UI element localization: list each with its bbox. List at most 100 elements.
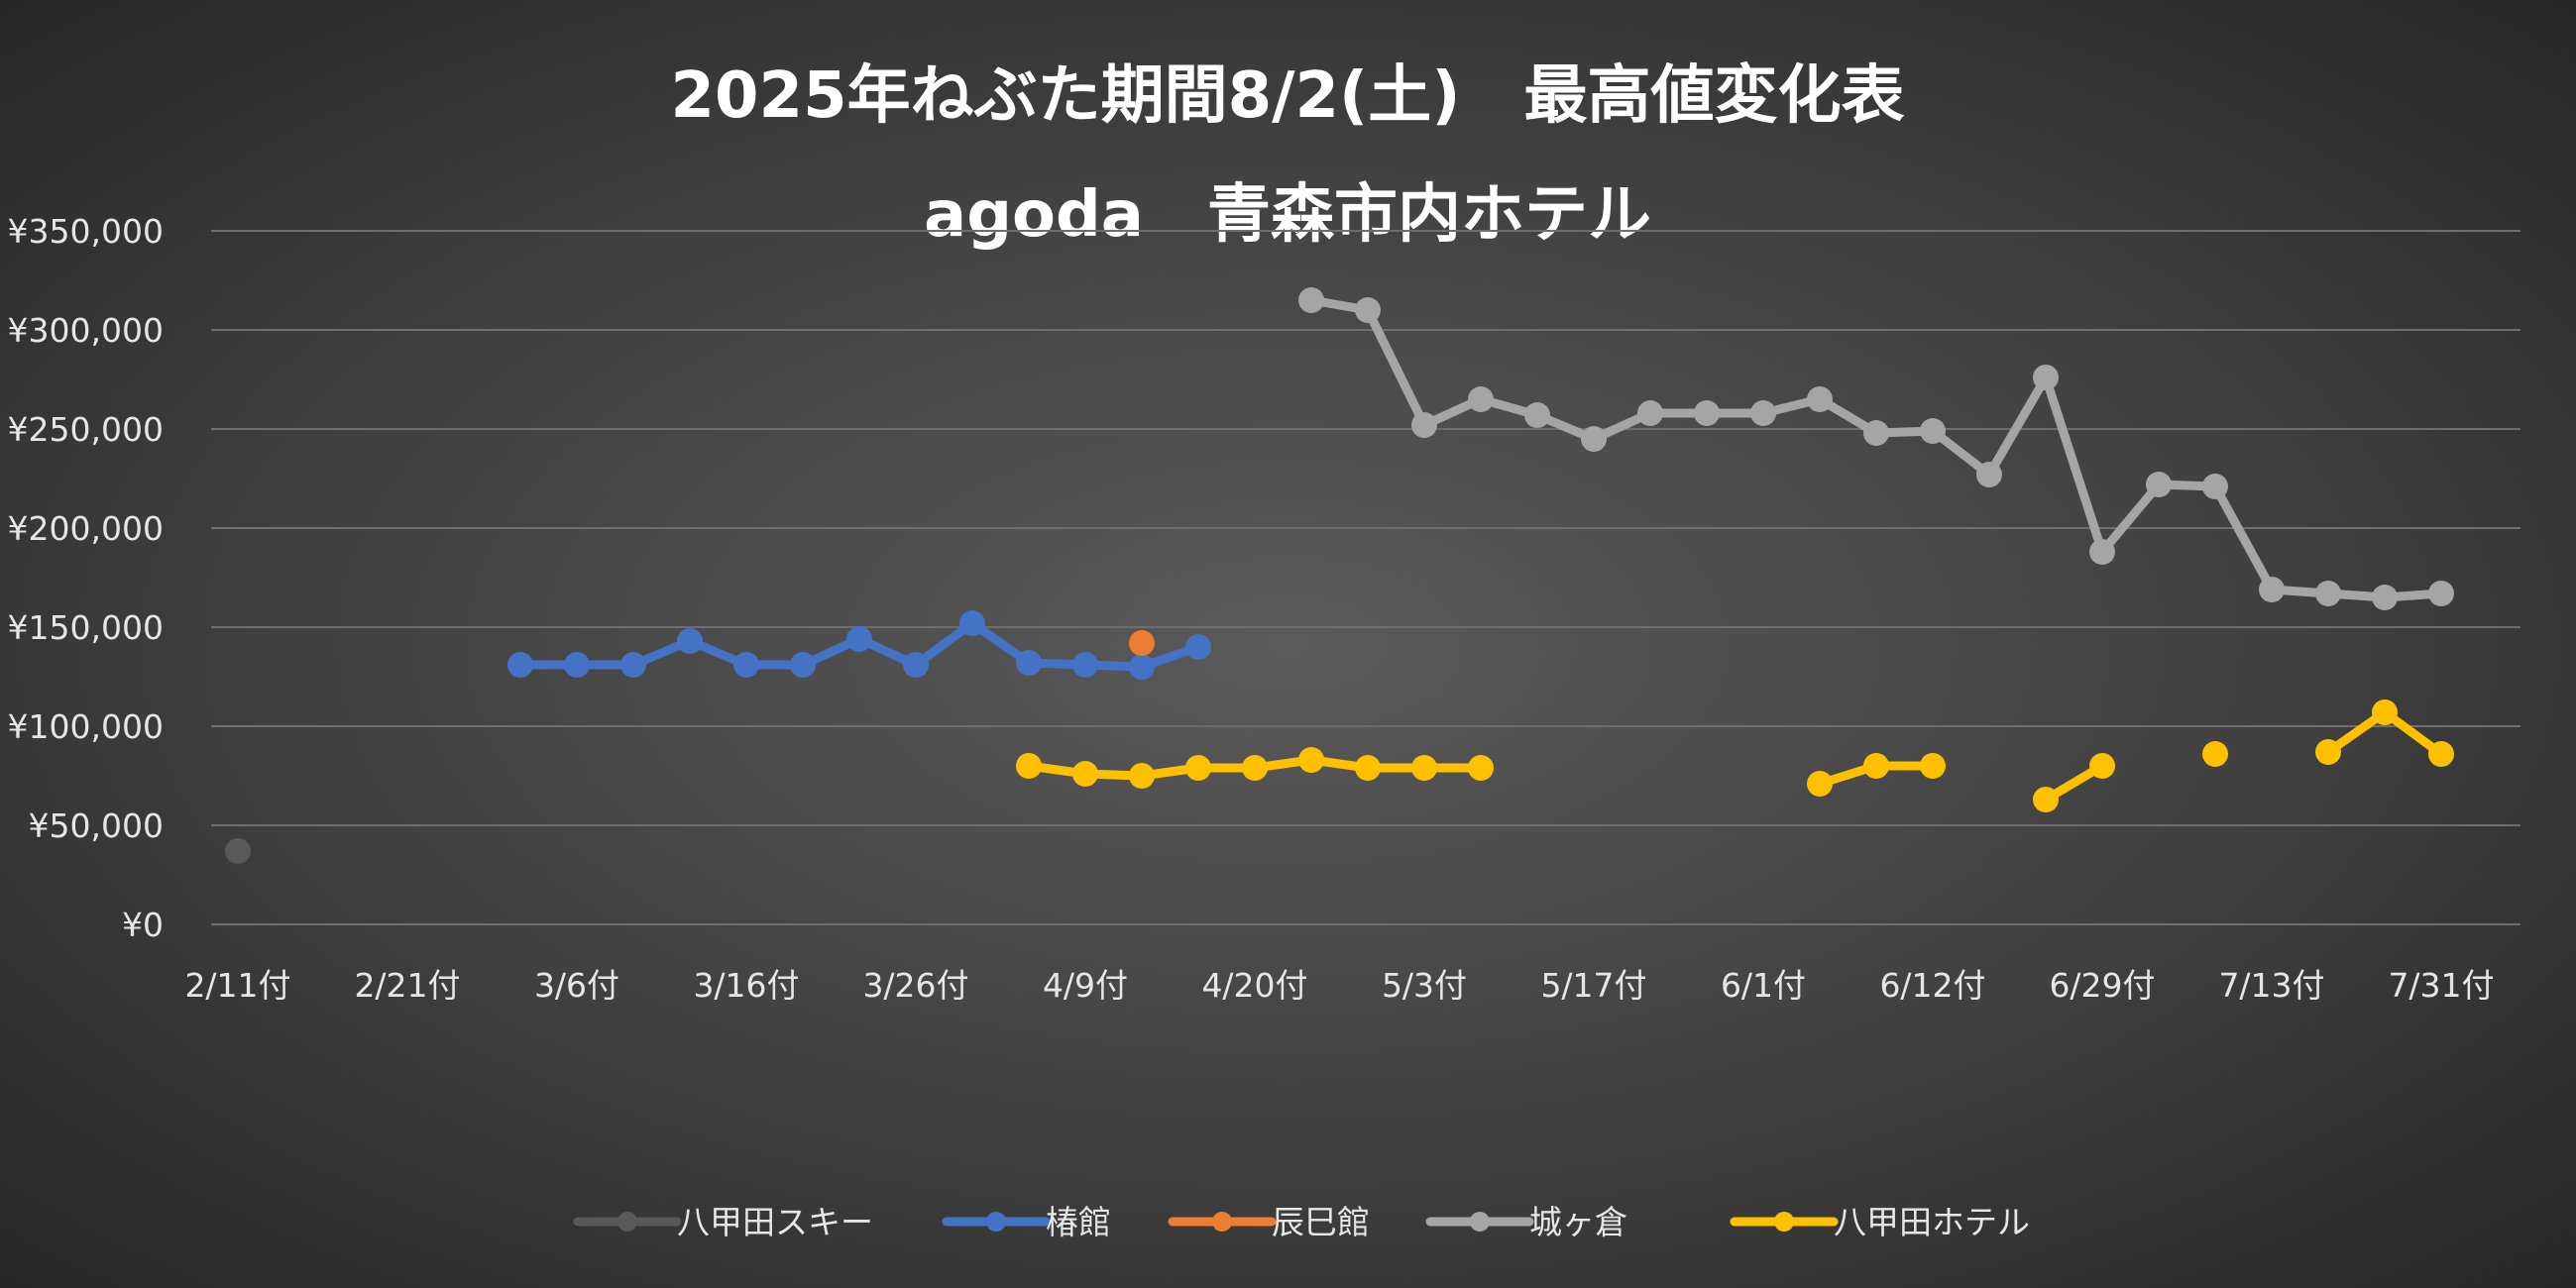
- data-point: [1524, 402, 1550, 428]
- data-point: [2428, 741, 2454, 767]
- x-tick-label: 3/16付: [693, 966, 799, 1005]
- data-point: [2315, 581, 2341, 606]
- series-八甲田スキー: [225, 838, 251, 864]
- data-point: [1016, 650, 1042, 676]
- legend-item: 八甲田ホテル: [1730, 1203, 2030, 1241]
- legend-marker: [1470, 1212, 1490, 1232]
- x-tick-label: 2/11付: [184, 966, 290, 1005]
- data-point: [1807, 771, 1833, 797]
- data-point: [1863, 420, 1889, 446]
- data-point: [507, 652, 533, 678]
- legend-label: 八甲田ホテル: [1834, 1203, 2030, 1241]
- x-tick-label: 6/1付: [1721, 966, 1806, 1005]
- data-point: [2146, 472, 2172, 497]
- data-point: [1863, 753, 1889, 779]
- legend-item: 八甲田スキー: [573, 1203, 873, 1241]
- legend-marker: [1774, 1212, 1794, 1232]
- data-point: [1411, 412, 1437, 438]
- data-point: [2089, 539, 2115, 565]
- legend-item: 辰巳館: [1168, 1203, 1370, 1241]
- legend-marker: [1212, 1212, 1232, 1232]
- legend-label: 椿館: [1046, 1203, 1111, 1241]
- x-tick-label: 3/26付: [862, 966, 968, 1005]
- data-point: [1298, 747, 1324, 773]
- data-point: [2033, 787, 2059, 812]
- y-tick-label: ¥300,000: [8, 311, 164, 350]
- y-tick-label: ¥350,000: [8, 212, 164, 251]
- x-tick-label: 7/13付: [2218, 966, 2324, 1005]
- data-point: [733, 652, 759, 678]
- series-辰巳館: [1129, 630, 1155, 656]
- legend-marker: [617, 1212, 637, 1232]
- x-axis-ticks: 2/11付 2/21付 3/6付 3/16付 3/26付 4/9付 4/20付 5/3付 5/1…: [184, 966, 2494, 1005]
- data-point: [1694, 400, 1720, 426]
- legend-label: 城ヶ倉: [1529, 1203, 1627, 1241]
- data-point: [2202, 741, 2228, 767]
- x-tick-label: 4/9付: [1043, 966, 1128, 1005]
- series-line: [1306, 295, 2446, 602]
- data-point: [1072, 761, 1098, 787]
- y-tick-label: ¥50,000: [29, 806, 164, 845]
- data-point: [2428, 581, 2454, 606]
- y-tick-label: ¥250,000: [8, 410, 164, 449]
- gridlines: [211, 230, 2520, 925]
- data-point: [1637, 400, 1663, 426]
- data-point: [1355, 755, 1381, 781]
- legend-item: 椿館: [942, 1203, 1111, 1241]
- data-point: [1581, 426, 1607, 452]
- data-point: [1355, 297, 1381, 323]
- legend: 八甲田スキー 椿館 辰巳館 城ヶ倉 八甲田ホテル: [573, 1203, 2030, 1241]
- y-tick-label: ¥150,000: [8, 608, 164, 647]
- data-point: [2202, 474, 2228, 499]
- data-point: [2089, 753, 2115, 779]
- data-point: [1920, 418, 1946, 444]
- data-point: [2372, 585, 2398, 610]
- x-tick-label: 6/12付: [1879, 966, 1985, 1005]
- data-point: [2033, 365, 2059, 390]
- data-point: [1185, 755, 1211, 781]
- data-point: [620, 652, 646, 678]
- data-point: [1242, 755, 1268, 781]
- data-point: [1750, 400, 1776, 426]
- legend-label: 辰巳館: [1272, 1203, 1370, 1241]
- series-城ヶ倉: [1298, 287, 2454, 610]
- data-point: [1411, 755, 1437, 781]
- data-point: [225, 838, 251, 864]
- x-tick-label: 7/31付: [2388, 966, 2494, 1005]
- data-point: [846, 626, 872, 652]
- y-tick-label: ¥100,000: [8, 707, 164, 746]
- y-tick-label: ¥200,000: [8, 509, 164, 548]
- data-point: [1976, 462, 2002, 487]
- data-point: [790, 652, 816, 678]
- data-point: [1298, 287, 1324, 313]
- series-八甲田ホテル: [1016, 699, 2454, 812]
- data-point: [2372, 699, 2398, 725]
- y-axis-ticks: ¥0 ¥50,000 ¥100,000 ¥150,000 ¥200,000 ¥250,00…: [8, 212, 164, 944]
- data-point: [1129, 630, 1155, 656]
- data-point: [1129, 763, 1155, 789]
- x-tick-label: 5/17付: [1540, 966, 1646, 1005]
- series-layer: [225, 287, 2454, 864]
- data-point: [1185, 634, 1211, 660]
- data-point: [1468, 386, 1494, 412]
- legend-marker: [986, 1212, 1006, 1232]
- x-tick-label: 4/20付: [1201, 966, 1307, 1005]
- x-tick-label: 6/29付: [2049, 966, 2155, 1005]
- x-tick-label: 3/6付: [534, 966, 619, 1005]
- data-point: [564, 652, 590, 678]
- chart-title: 2025年ねぶた期間8/2(土) 最高値変化表: [670, 59, 1904, 133]
- legend-item: 城ヶ倉: [1425, 1203, 1627, 1241]
- chart-subtitle: agoda 青森市内ホテル: [924, 178, 1651, 252]
- data-point: [2259, 577, 2285, 602]
- data-point: [677, 628, 703, 654]
- y-tick-label: ¥0: [122, 906, 164, 944]
- x-tick-label: 2/21付: [354, 966, 460, 1005]
- data-point: [1807, 386, 1833, 412]
- data-point: [903, 652, 929, 678]
- data-point: [1072, 652, 1098, 678]
- data-point: [1920, 753, 1946, 779]
- data-point: [2315, 739, 2341, 765]
- data-point: [1468, 755, 1494, 781]
- legend-label: 八甲田スキー: [677, 1203, 873, 1241]
